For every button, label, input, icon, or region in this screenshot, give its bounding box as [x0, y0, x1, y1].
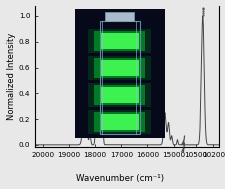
Bar	[100, 60, 138, 76]
Bar	[100, 114, 138, 130]
Y-axis label: Normalized Intensity: Normalized Intensity	[7, 33, 16, 120]
Bar	[99, 21, 139, 134]
Bar	[94, 58, 144, 77]
Bar	[94, 85, 144, 105]
Bar	[100, 33, 138, 49]
Bar	[88, 83, 151, 107]
Bar	[88, 56, 151, 80]
Bar	[94, 31, 144, 51]
Bar	[88, 110, 151, 134]
Bar	[105, 12, 134, 21]
Bar	[100, 87, 138, 103]
Text: Wavenumber (cm⁻¹): Wavenumber (cm⁻¹)	[75, 174, 163, 183]
Bar	[88, 29, 151, 53]
Bar	[94, 112, 144, 132]
